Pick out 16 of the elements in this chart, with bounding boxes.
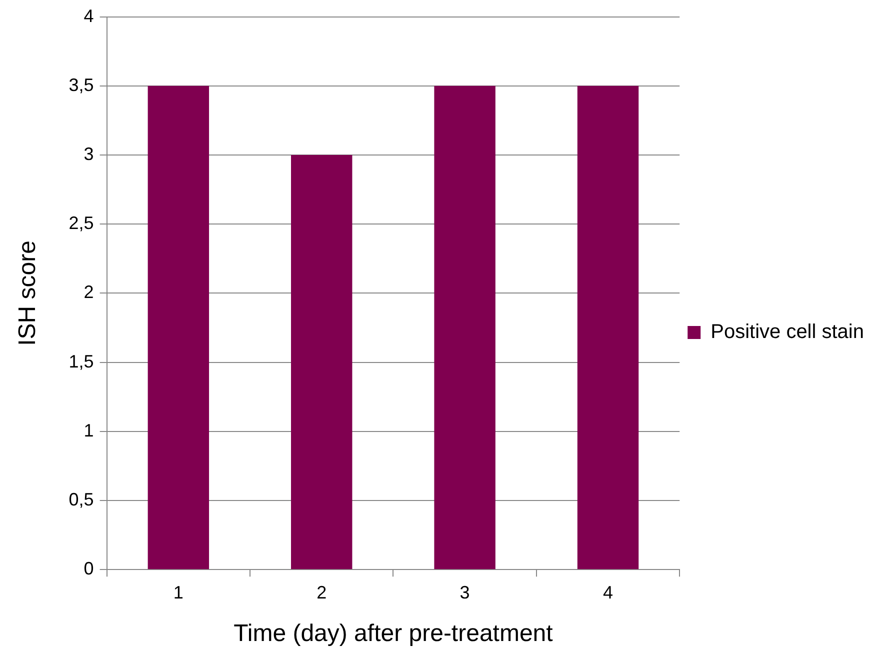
y-tick-label: 3 (84, 144, 94, 164)
x-axis-title: Time (day) after pre-treatment (234, 620, 554, 648)
y-tick-label: 2,5 (68, 213, 94, 234)
y-tick-label: 4 (84, 6, 94, 26)
x-tick-label: 2 (316, 582, 327, 602)
x-tick-label: 4 (602, 582, 614, 602)
y-tick-label: 1,5 (68, 351, 94, 372)
y-tick-label: 3,5 (68, 74, 94, 95)
y-tick-label: 1 (84, 420, 94, 440)
y-tick-label: 0 (84, 558, 94, 579)
y-tick-label: 2 (84, 282, 94, 302)
y-axis-title: ISH score (14, 240, 42, 346)
legend-label: Positive cell stain (710, 321, 864, 344)
x-tick-label: 3 (460, 582, 470, 602)
y-tick-label: 0,5 (68, 489, 94, 510)
x-tick-label: 1 (173, 582, 184, 602)
